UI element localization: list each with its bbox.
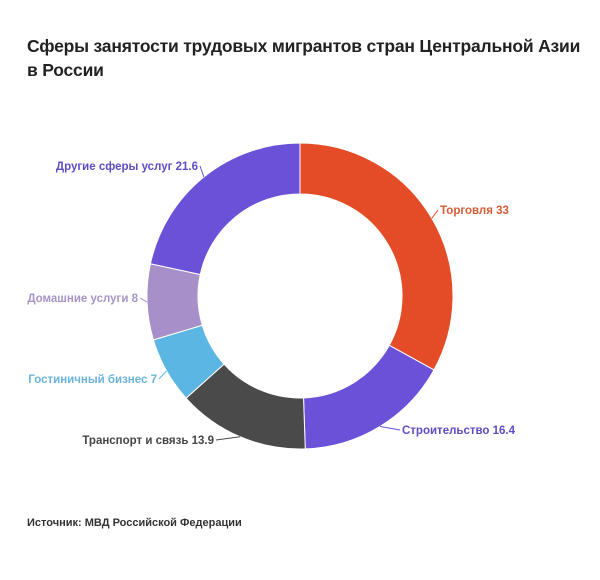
leader-line-3 [215, 436, 241, 441]
slice-label-6: Другие сферы услуг 21.6 [56, 161, 198, 173]
leader-line-1 [431, 209, 439, 219]
slice-label-5: Домашние услуги 8 [27, 293, 138, 305]
donut-slice-6 [149, 142, 301, 276]
chart-title: Сферы занятости трудовых мигрантов стран… [27, 36, 581, 80]
donut-slice-1 [299, 142, 454, 371]
leader-line-6 [199, 165, 205, 178]
slice-label-1: Торговля 33 [440, 205, 509, 217]
slice-label-3: Транспорт и связь 13.9 [82, 435, 214, 447]
leader-line-2 [379, 425, 401, 431]
chart-source: Источник: МВД Российской Федерации [27, 517, 242, 529]
slice-label-2: Строительство 16.4 [402, 425, 516, 437]
leader-line-4 [158, 370, 167, 380]
slice-label-4: Гостиничный бизнес 7 [28, 374, 157, 386]
leader-line-5 [139, 297, 148, 303]
